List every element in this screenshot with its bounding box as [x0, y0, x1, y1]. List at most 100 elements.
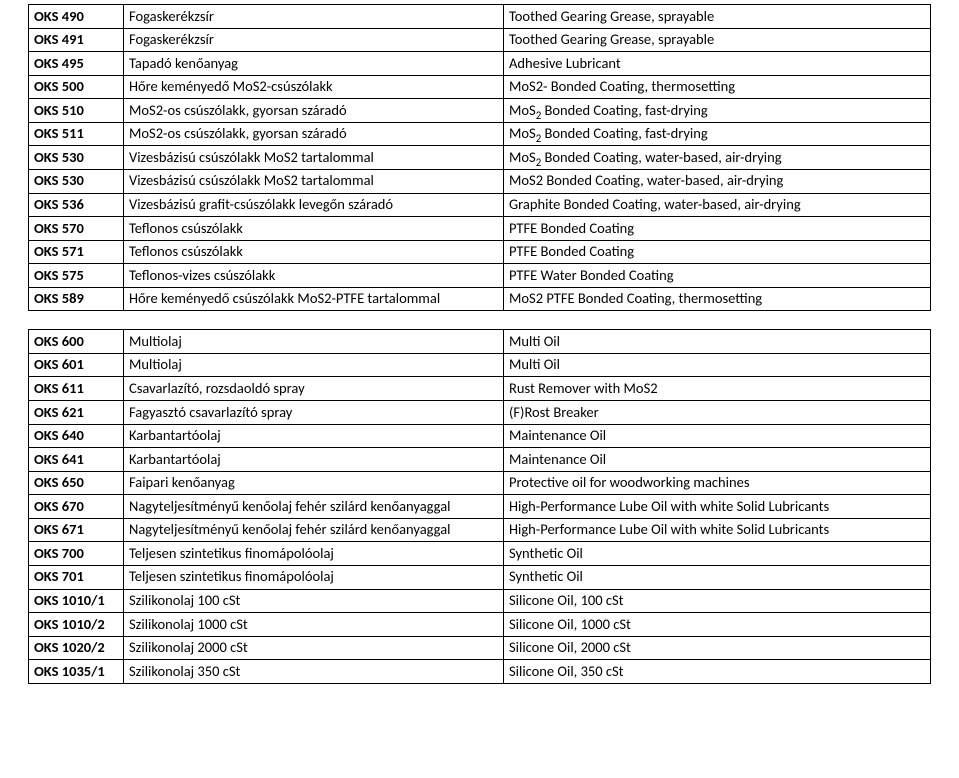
product-name-hu: Vizesbázisú csúszólakk MoS2 tartalommal	[124, 146, 504, 170]
product-code: OKS 671	[29, 518, 124, 542]
product-code: OKS 495	[29, 52, 124, 76]
product-code: OKS 601	[29, 353, 124, 377]
table-row: OKS 641KarbantartóolajMaintenance Oil	[29, 448, 931, 472]
table-row: OKS 571Teflonos csúszólakkPTFE Bonded Co…	[29, 240, 931, 264]
product-name-en: Synthetic Oil	[504, 542, 931, 566]
product-code: OKS 1020/2	[29, 636, 124, 660]
table-row: OKS 671Nagyteljesítményű kenőolaj fehér …	[29, 518, 931, 542]
product-name-hu: Karbantartóolaj	[124, 424, 504, 448]
product-name-en: MoS2 Bonded Coating, water-based, air-dr…	[504, 146, 931, 170]
product-name-hu: Szilikonolaj 1000 cSt	[124, 613, 504, 637]
product-name-en: Adhesive Lubricant	[504, 52, 931, 76]
table-row: OKS 1020/2Szilikonolaj 2000 cStSilicone …	[29, 636, 931, 660]
product-code: OKS 511	[29, 122, 124, 146]
product-name-en: PTFE Bonded Coating	[504, 240, 931, 264]
table-row: OKS 601MultiolajMulti Oil	[29, 353, 931, 377]
product-code: OKS 530	[29, 146, 124, 170]
product-code: OKS 700	[29, 542, 124, 566]
product-code: OKS 621	[29, 401, 124, 425]
product-code: OKS 1010/1	[29, 589, 124, 613]
product-name-en: Toothed Gearing Grease, sprayable	[504, 28, 931, 52]
product-code: OKS 571	[29, 240, 124, 264]
product-name-en: Toothed Gearing Grease, sprayable	[504, 5, 931, 29]
product-name-en: High-Performance Lube Oil with white Sol…	[504, 495, 931, 519]
product-name-hu: Fogaskerékzsír	[124, 5, 504, 29]
product-name-hu: Csavarlazító, rozsdaoldó spray	[124, 377, 504, 401]
product-name-hu: Teljesen szintetikus finomápolóolaj	[124, 565, 504, 589]
product-name-en: Rust Remover with MoS2	[504, 377, 931, 401]
product-code: OKS 536	[29, 193, 124, 217]
product-name-hu: Teljesen szintetikus finomápolóolaj	[124, 542, 504, 566]
table-row: OKS 701Teljesen szintetikus finomápolóol…	[29, 565, 931, 589]
product-name-en: PTFE Bonded Coating	[504, 217, 931, 241]
product-name-hu: Szilikonolaj 100 cSt	[124, 589, 504, 613]
product-name-hu: Teflonos csúszólakk	[124, 217, 504, 241]
product-name-en: Silicone Oil, 100 cSt	[504, 589, 931, 613]
product-name-hu: Vizesbázisú grafit-csúszólakk levegőn sz…	[124, 193, 504, 217]
product-name-en: MoS2 PTFE Bonded Coating, thermosetting	[504, 287, 931, 311]
product-name-en: MoS2- Bonded Coating, thermosetting	[504, 75, 931, 99]
product-name-hu: Fogaskerékzsír	[124, 28, 504, 52]
product-name-hu: Szilikonolaj 2000 cSt	[124, 636, 504, 660]
table-row: OKS 490FogaskerékzsírToothed Gearing Gre…	[29, 5, 931, 29]
table-row: OKS 589Hőre keményedő csúszólakk MoS2-PT…	[29, 287, 931, 311]
product-code: OKS 650	[29, 471, 124, 495]
product-name-hu: Teflonos-vizes csúszólakk	[124, 264, 504, 288]
product-code: OKS 641	[29, 448, 124, 472]
product-code: OKS 570	[29, 217, 124, 241]
product-code: OKS 510	[29, 99, 124, 123]
table-row: OKS 611Csavarlazító, rozsdaoldó sprayRus…	[29, 377, 931, 401]
product-name-hu: MoS2-os csúszólakk, gyorsan száradó	[124, 99, 504, 123]
product-name-hu: Hőre keményedő csúszólakk MoS2-PTFE tart…	[124, 287, 504, 311]
product-name-en: Synthetic Oil	[504, 565, 931, 589]
product-table: OKS 600MultiolajMulti OilOKS 601Multiola…	[28, 329, 931, 683]
product-code: OKS 611	[29, 377, 124, 401]
product-name-en: Protective oil for woodworking machines	[504, 471, 931, 495]
product-code: OKS 589	[29, 287, 124, 311]
product-name-en: Multi Oil	[504, 330, 931, 354]
table-row: OKS 570Teflonos csúszólakkPTFE Bonded Co…	[29, 217, 931, 241]
product-name-en: Silicone Oil, 2000 cSt	[504, 636, 931, 660]
table-row: OKS 1010/2Szilikonolaj 1000 cStSilicone …	[29, 613, 931, 637]
product-name-hu: Fagyasztó csavarlazító spray	[124, 401, 504, 425]
product-name-hu: Multiolaj	[124, 330, 504, 354]
product-name-en: Silicone Oil, 350 cSt	[504, 660, 931, 684]
product-name-hu: Faipari kenőanyag	[124, 471, 504, 495]
table-row: OKS 670Nagyteljesítményű kenőolaj fehér …	[29, 495, 931, 519]
product-name-hu: MoS2-os csúszólakk, gyorsan száradó	[124, 122, 504, 146]
product-code: OKS 490	[29, 5, 124, 29]
table-row: OKS 530Vizesbázisú csúszólakk MoS2 tarta…	[29, 146, 931, 170]
product-code: OKS 640	[29, 424, 124, 448]
table-row: OKS 621Fagyasztó csavarlazító spray(F)Ro…	[29, 401, 931, 425]
product-name-en: Maintenance Oil	[504, 424, 931, 448]
product-code: OKS 491	[29, 28, 124, 52]
product-code: OKS 701	[29, 565, 124, 589]
product-code: OKS 1010/2	[29, 613, 124, 637]
product-name-en: MoS2 Bonded Coating, fast-drying	[504, 122, 931, 146]
product-name-en: Silicone Oil, 1000 cSt	[504, 613, 931, 637]
product-name-en: PTFE Water Bonded Coating	[504, 264, 931, 288]
table-row: OKS 575Teflonos-vizes csúszólakkPTFE Wat…	[29, 264, 931, 288]
product-name-hu: Tapadó kenőanyag	[124, 52, 504, 76]
table-row: OKS 491FogaskerékzsírToothed Gearing Gre…	[29, 28, 931, 52]
product-name-en: Multi Oil	[504, 353, 931, 377]
group-gap	[28, 311, 931, 329]
product-code: OKS 1035/1	[29, 660, 124, 684]
table-row: OKS 530Vizesbázisú csúszólakk MoS2 tarta…	[29, 169, 931, 193]
product-code: OKS 500	[29, 75, 124, 99]
product-code: OKS 600	[29, 330, 124, 354]
product-name-hu: Vizesbázisú csúszólakk MoS2 tartalommal	[124, 169, 504, 193]
table-row: OKS 700Teljesen szintetikus finomápolóol…	[29, 542, 931, 566]
table-row: OKS 640KarbantartóolajMaintenance Oil	[29, 424, 931, 448]
product-code: OKS 670	[29, 495, 124, 519]
product-name-hu: Nagyteljesítményű kenőolaj fehér szilárd…	[124, 518, 504, 542]
product-name-hu: Szilikonolaj 350 cSt	[124, 660, 504, 684]
product-table: OKS 490FogaskerékzsírToothed Gearing Gre…	[28, 4, 931, 311]
product-name-en: Maintenance Oil	[504, 448, 931, 472]
product-name-en: (F)Rost Breaker	[504, 401, 931, 425]
product-code: OKS 530	[29, 169, 124, 193]
table-row: OKS 600MultiolajMulti Oil	[29, 330, 931, 354]
table-row: OKS 500Hőre keményedő MoS2-csúszólakkMoS…	[29, 75, 931, 99]
table-row: OKS 1010/1Szilikonolaj 100 cStSilicone O…	[29, 589, 931, 613]
product-name-hu: Hőre keményedő MoS2-csúszólakk	[124, 75, 504, 99]
